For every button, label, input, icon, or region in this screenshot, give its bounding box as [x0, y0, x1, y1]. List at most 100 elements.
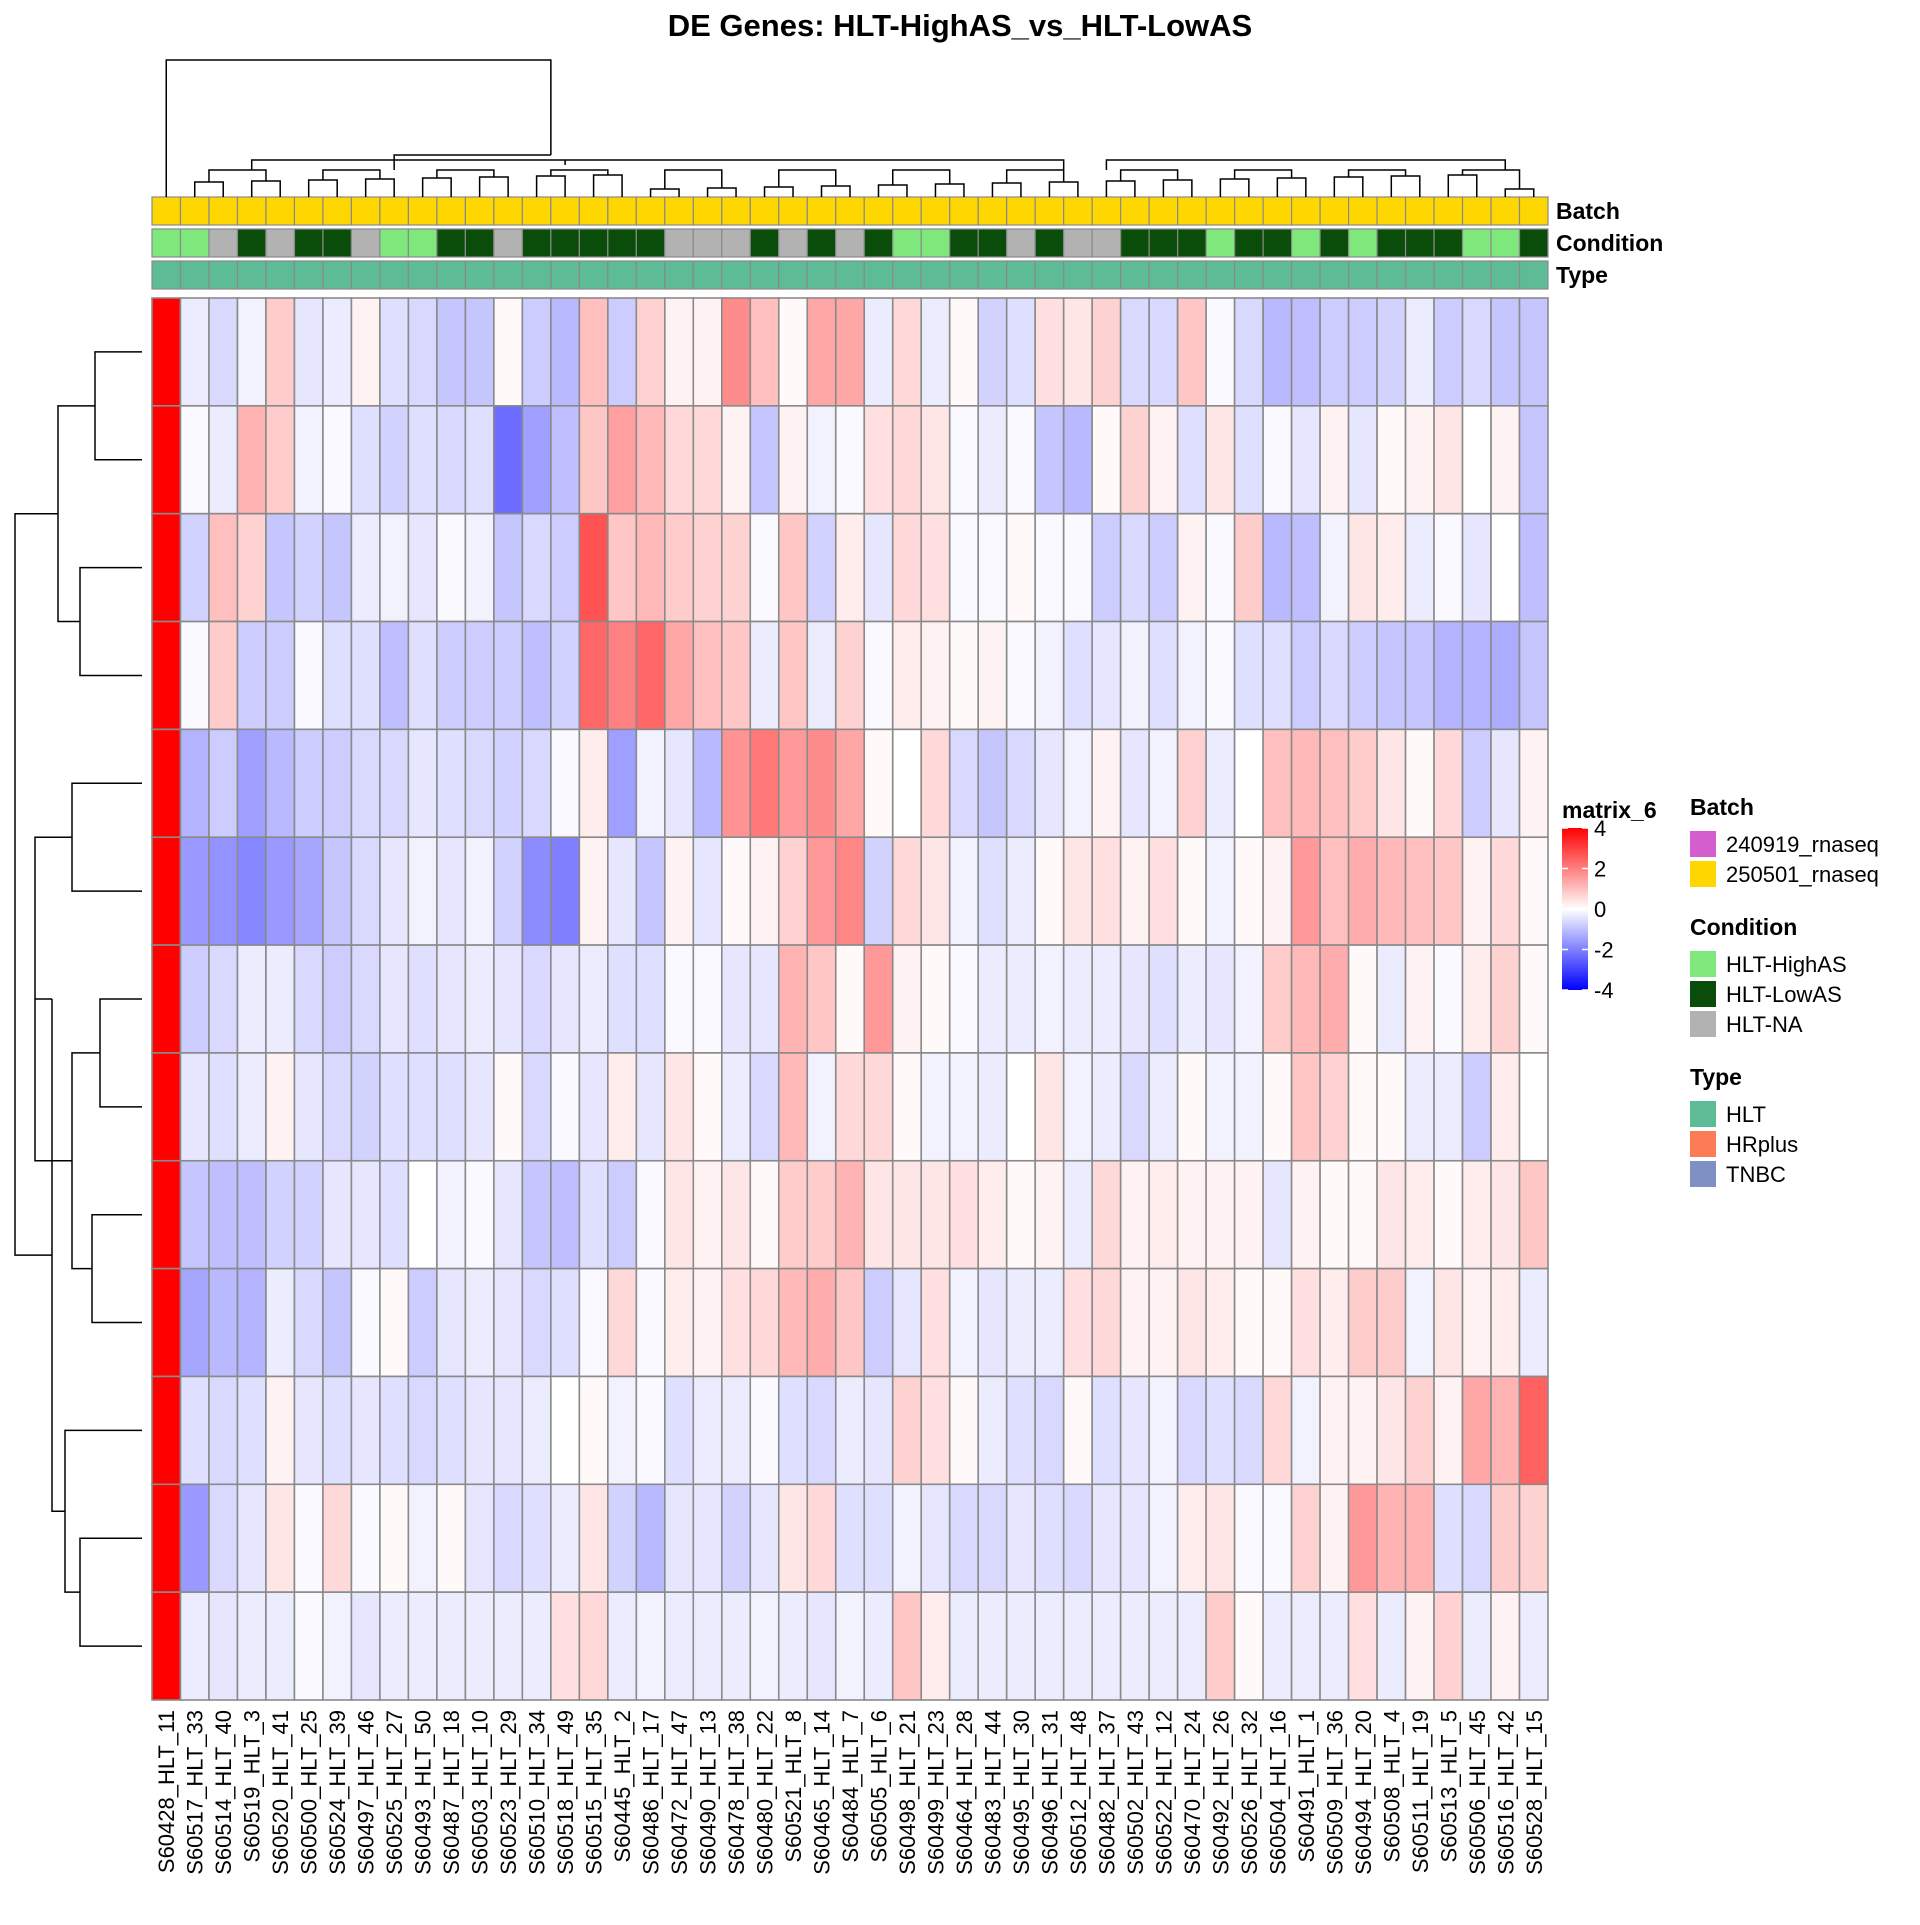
- row-dendrogram-branch: [71, 782, 142, 892]
- annotation-cell-batch: [835, 196, 865, 226]
- heatmap-cell: [1262, 1375, 1293, 1486]
- heatmap-cell: [293, 1375, 324, 1486]
- heatmap-cell: [436, 620, 467, 731]
- heatmap-cell: [1062, 620, 1093, 731]
- heatmap-cell: [607, 728, 638, 839]
- heatmap-cell: [1490, 405, 1521, 515]
- heatmap-cell: [436, 1483, 467, 1593]
- heatmap-cell: [1233, 836, 1264, 946]
- heatmap-cell: [350, 1375, 381, 1486]
- heatmap-cell: [578, 1375, 609, 1486]
- heatmap-cell: [1404, 1267, 1435, 1378]
- annotation-cell-type: [208, 260, 239, 290]
- heatmap-cell: [834, 1375, 866, 1486]
- heatmap-cell: [863, 836, 894, 946]
- heatmap-cell: [1034, 512, 1065, 623]
- column-label: S60516_HLT_42: [1493, 1710, 1518, 1875]
- heatmap-cell: [1176, 728, 1207, 839]
- heatmap-cell: [436, 1591, 467, 1701]
- heatmap-cell: [749, 728, 780, 839]
- heatmap-cell: [550, 1052, 581, 1162]
- heatmap-cell: [1433, 1159, 1464, 1270]
- annotation-cell-condition: [293, 228, 324, 258]
- heatmap-cell: [1433, 1052, 1464, 1162]
- heatmap-cell: [948, 944, 980, 1054]
- heatmap-cell: [1319, 297, 1350, 407]
- heatmap-cell: [1148, 512, 1179, 623]
- annotation-cell-condition: [208, 228, 239, 258]
- heatmap-cell: [635, 944, 666, 1054]
- column-label: S60482_HLT_37: [1094, 1710, 1119, 1875]
- row-dendrogram-branch: [94, 351, 142, 461]
- annotation-cell-batch: [151, 196, 182, 226]
- heatmap-cell: [464, 1159, 495, 1270]
- annotation-cell-type: [1262, 260, 1293, 290]
- heatmap-cell: [720, 405, 752, 515]
- heatmap-cell: [407, 297, 438, 407]
- heatmap-cell: [863, 1267, 894, 1378]
- heatmap-cell: [749, 1052, 780, 1162]
- heatmap-cell: [977, 1483, 1008, 1593]
- heatmap-cell: [777, 512, 809, 623]
- heatmap-cell: [322, 836, 353, 946]
- heatmap-cell: [607, 1159, 638, 1270]
- heatmap-cell: [521, 1052, 552, 1162]
- annotation-cell-type: [1461, 260, 1492, 290]
- heatmap-cell: [635, 620, 666, 731]
- heatmap-cell: [692, 512, 723, 623]
- annotation-label-batch: Batch: [1556, 198, 1620, 224]
- annotation-cell-condition: [236, 228, 267, 258]
- heatmap-cell: [578, 512, 609, 623]
- heatmap-cell: [1233, 620, 1264, 731]
- heatmap-cell: [208, 1267, 239, 1378]
- heatmap-cell: [948, 297, 980, 407]
- heatmap-cell: [1518, 836, 1549, 946]
- heatmap-cell: [1005, 944, 1036, 1054]
- heatmap-cell: [322, 297, 353, 407]
- annotation-cell-condition: [1347, 228, 1378, 258]
- heatmap-cell: [1290, 620, 1321, 731]
- heatmap-cell: [1347, 1483, 1378, 1593]
- column-label: S60494_HLT_20: [1351, 1710, 1376, 1875]
- heatmap-cell: [834, 1052, 866, 1162]
- column-dendrogram-branch: [1105, 180, 1136, 197]
- heatmap-cell: [1404, 1052, 1435, 1162]
- heatmap-cell: [1404, 728, 1435, 839]
- heatmap-cell: [1119, 944, 1150, 1054]
- heatmap-cell: [777, 1267, 809, 1378]
- annotation-cell-batch: [1063, 196, 1093, 226]
- heatmap-cell: [920, 1591, 951, 1701]
- heatmap-cell: [1148, 1267, 1179, 1378]
- legend-swatch: [1690, 951, 1716, 977]
- heatmap-cell: [1404, 944, 1435, 1054]
- colorbar-title: matrix_6: [1562, 797, 1657, 823]
- legend-label: TNBC: [1726, 1162, 1786, 1187]
- heatmap-cell: [293, 1267, 324, 1378]
- heatmap-cell: [464, 1375, 495, 1486]
- heatmap-cell: [635, 1052, 666, 1162]
- heatmap-cell: [379, 1267, 410, 1378]
- heatmap-cell: [1290, 1591, 1321, 1701]
- heatmap-cell: [1518, 405, 1549, 515]
- heatmap-cell: [464, 297, 495, 407]
- annotation-cell-condition: [749, 228, 780, 258]
- heatmap-cell: [720, 1483, 752, 1593]
- heatmap-cell: [635, 1375, 666, 1486]
- heatmap-cell: [664, 728, 695, 839]
- column-label: S60492_HLT_26: [1208, 1710, 1233, 1875]
- heatmap-cell: [578, 944, 609, 1054]
- heatmap-cell: [806, 1375, 837, 1486]
- heatmap-cell: [265, 944, 296, 1054]
- heatmap-cell: [1262, 1267, 1293, 1378]
- heatmap-cell: [493, 297, 524, 407]
- heatmap-cell: [379, 1052, 410, 1162]
- heatmap-cell: [806, 297, 837, 407]
- heatmap-cell: [1176, 944, 1207, 1054]
- heatmap-cell: [293, 1483, 324, 1593]
- column-label: S60509_HLT_36: [1322, 1710, 1347, 1875]
- heatmap-cell: [1119, 405, 1150, 515]
- heatmap-cell: [208, 1591, 239, 1701]
- heatmap-cell: [607, 512, 638, 623]
- column-label: S60508_HLT_4: [1379, 1710, 1404, 1863]
- heatmap-cell: [1205, 620, 1236, 731]
